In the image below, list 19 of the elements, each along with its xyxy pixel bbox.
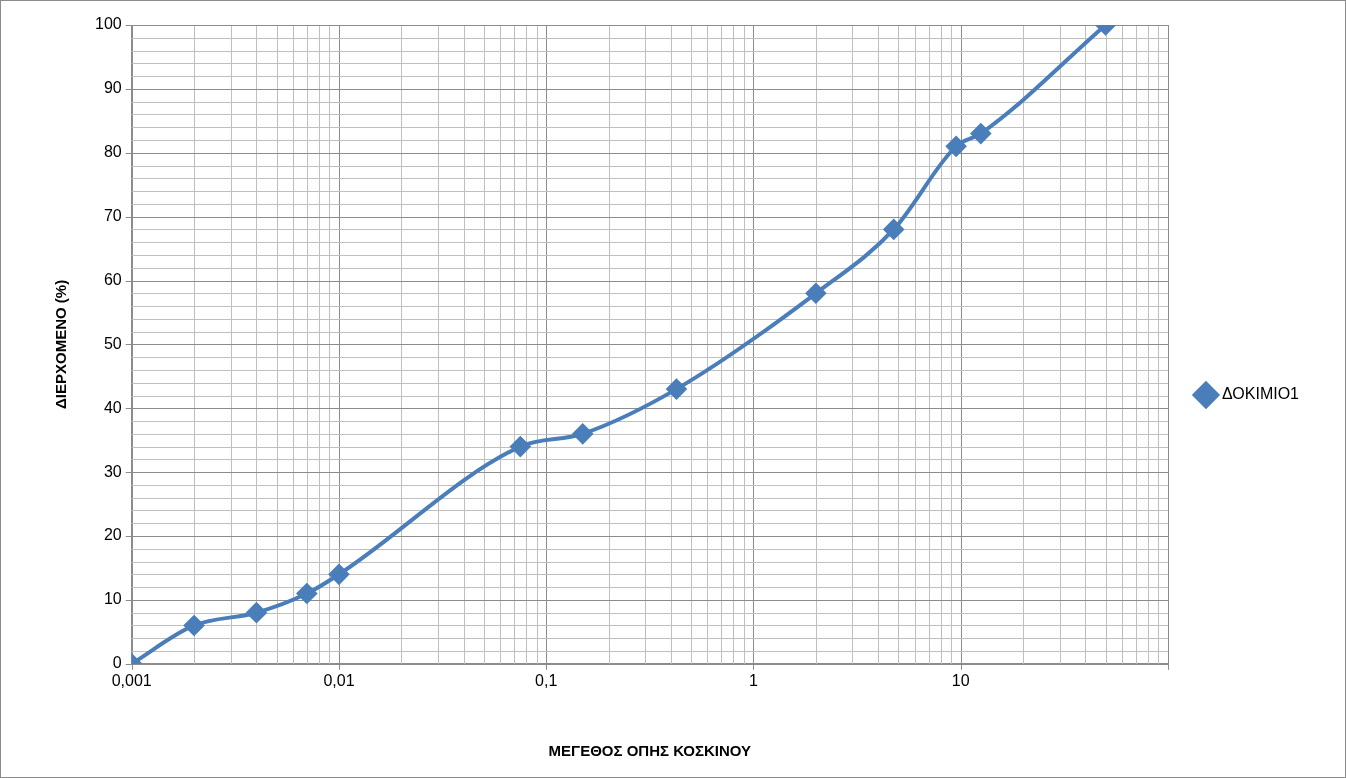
x-tick-label: 0,01 <box>323 671 355 689</box>
y-tick-label: 80 <box>103 143 122 161</box>
x-tick-label: 0,001 <box>111 671 152 689</box>
x-tick-label: 1 <box>749 671 759 689</box>
y-tick-label: 70 <box>103 207 122 225</box>
x-axis-title: ΜΕΓΕΘΟΣ ΟΠΗΣ ΚΟΣΚΙΝΟΥ <box>548 742 752 760</box>
x-tick-label: 0,1 <box>535 671 558 689</box>
legend-label: ΔΟΚΙΜΙΟ1 <box>1221 385 1300 403</box>
x-tick-label: 10 <box>951 671 970 689</box>
y-tick-label: 40 <box>103 398 122 416</box>
y-tick-label: 0 <box>112 654 122 672</box>
y-tick-label: 90 <box>103 79 122 97</box>
y-axis-title: ΔΙΕΡΧΟΜΕΝΟ (%) <box>52 279 70 409</box>
y-tick-label: 30 <box>103 462 122 480</box>
y-tick-label: 10 <box>103 590 122 608</box>
y-tick-label: 20 <box>103 526 122 544</box>
y-tick-label: 100 <box>94 15 122 33</box>
y-tick-label: 60 <box>103 270 122 288</box>
y-tick-label: 50 <box>103 334 122 352</box>
